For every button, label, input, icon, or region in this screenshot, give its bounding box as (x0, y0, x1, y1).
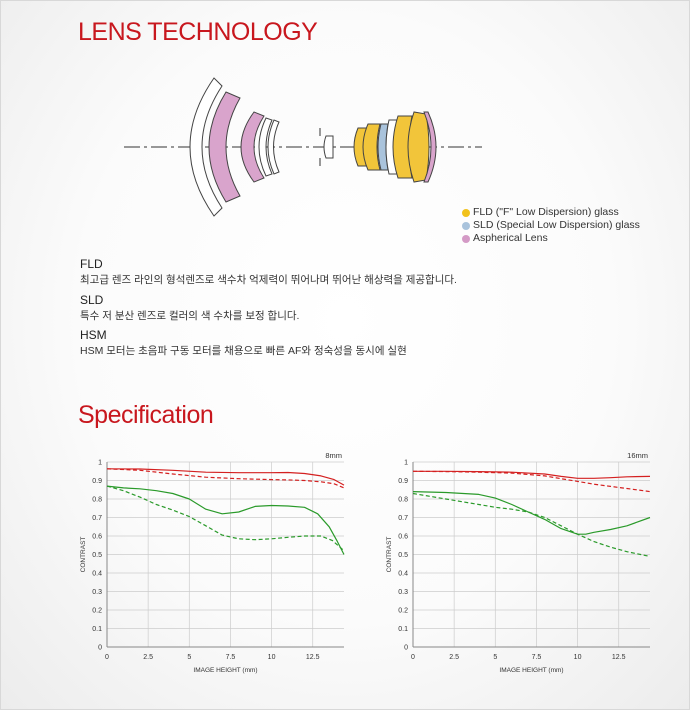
chart-title: 8mm (325, 451, 342, 460)
x-tick-label: 2.5 (143, 654, 153, 661)
y-tick-label: 0.3 (92, 589, 102, 596)
tech-block-hsm: HSM HSM 모터는 초음파 구동 모터를 채용으로 빠른 AF와 정숙성을 … (80, 328, 407, 358)
tech-desc-fld: 최고급 렌즈 라인의 형석렌즈로 색수차 억제력이 뛰어나며 뛰어난 해상력을 … (80, 274, 457, 286)
tech-name-fld: FLD (80, 257, 103, 271)
y-tick-label: 0.6 (398, 534, 408, 541)
legend-label-fld: FLD ("F" Low Dispersion) glass (473, 206, 619, 218)
y-tick-label: 0.1 (92, 626, 102, 633)
tech-desc-sld: 특수 저 분산 렌즈로 컬러의 색 수차를 보정 합니다. (80, 310, 300, 322)
tech-name-hsm: HSM (80, 328, 107, 342)
chart-title: 16mm (627, 451, 648, 460)
legend-item-sld: SLD (Special Low Dispersion) glass (462, 219, 640, 232)
y-tick-label: 0.4 (398, 571, 408, 578)
specification-heading: Specification (78, 401, 214, 429)
sld-color-dot (462, 221, 470, 230)
lens-cross-section-diagram (124, 77, 482, 217)
y-tick-label: 0.2 (92, 608, 102, 615)
x-tick-label: 2.5 (449, 654, 459, 661)
y-tick-label: 0.8 (398, 497, 408, 504)
tech-name-sld: SLD (80, 293, 104, 307)
lens-element-4 (258, 117, 273, 177)
tech-block-fld: FLD 최고급 렌즈 라인의 형석렌즈로 색수차 억제력이 뛰어나며 뛰어난 해… (80, 257, 457, 287)
y-tick-label: 0.7 (92, 515, 102, 522)
x-tick-label: 0 (105, 654, 109, 661)
red-dashed-mtf-line (412, 470, 651, 493)
tech-desc-hsm: HSM 모터는 초음파 구동 모터를 채용으로 빠른 AF와 정숙성을 동시에 … (80, 345, 407, 357)
y-tick-label: 0.7 (398, 515, 408, 522)
y-tick-label: 0.9 (398, 478, 408, 485)
y-tick-label: 0 (98, 645, 102, 652)
lens-element-12-fld (407, 111, 430, 183)
lens-element-3-aspherical (240, 111, 265, 183)
y-tick-label: 0.5 (398, 552, 408, 559)
lens-element-13-aspherical (423, 111, 437, 183)
x-axis-label: IMAGE HEIGHT (mm) (499, 667, 563, 674)
y-tick-label: 0.2 (398, 608, 408, 615)
tech-block-sld: SLD 특수 저 분산 렌즈로 컬러의 색 수차를 보정 합니다. (80, 293, 299, 323)
x-tick-label: 5 (493, 654, 497, 661)
y-tick-label: 0.9 (92, 478, 102, 485)
legend-item-aspherical: Aspherical Lens (462, 232, 640, 245)
fld-color-dot (462, 208, 470, 217)
lens-element-5 (267, 119, 280, 175)
y-tick-label: 0.4 (92, 571, 102, 578)
x-tick-label: 5 (187, 654, 191, 661)
green-dashed-mtf-line (106, 485, 345, 552)
green-dashed-mtf-line (412, 492, 651, 557)
lens-technology-heading: LENS TECHNOLOGY (78, 18, 318, 46)
x-tick-label: 10 (268, 654, 276, 661)
y-tick-label: 0.8 (92, 497, 102, 504)
legend-label-sld: SLD (Special Low Dispersion) glass (473, 219, 640, 231)
legend-label-aspherical: Aspherical Lens (473, 232, 548, 244)
lens-element-1 (189, 77, 223, 217)
y-tick-label: 0.6 (92, 534, 102, 541)
y-tick-label: 0.5 (92, 552, 102, 559)
y-tick-label: 0 (404, 645, 408, 652)
x-tick-label: 7.5 (226, 654, 236, 661)
lens-element-2-aspherical (208, 91, 241, 203)
glass-legend: FLD ("F" Low Dispersion) glass SLD (Spec… (462, 206, 640, 245)
aspherical-color-dot (462, 234, 470, 243)
x-axis-label: IMAGE HEIGHT (mm) (193, 667, 257, 674)
green-solid-mtf-line (412, 491, 651, 535)
lens-element-6 (323, 135, 334, 159)
legend-item-fld: FLD ("F" Low Dispersion) glass (462, 206, 640, 219)
x-tick-label: 0 (411, 654, 415, 661)
lens-element-8-fld (362, 123, 381, 171)
x-tick-label: 12.5 (306, 654, 320, 661)
y-axis-label: CONTRAST (386, 537, 393, 573)
y-tick-label: 0.1 (398, 626, 408, 633)
x-tick-label: 7.5 (532, 654, 542, 661)
green-solid-mtf-line (106, 485, 345, 555)
y-tick-label: 1 (98, 460, 102, 467)
y-axis-label: CONTRAST (80, 537, 87, 573)
y-tick-label: 0.3 (398, 589, 408, 596)
red-dashed-mtf-line (106, 468, 345, 489)
x-tick-label: 12.5 (612, 654, 626, 661)
red-solid-mtf-line (106, 468, 345, 486)
y-tick-label: 1 (404, 460, 408, 467)
x-tick-label: 10 (574, 654, 582, 661)
